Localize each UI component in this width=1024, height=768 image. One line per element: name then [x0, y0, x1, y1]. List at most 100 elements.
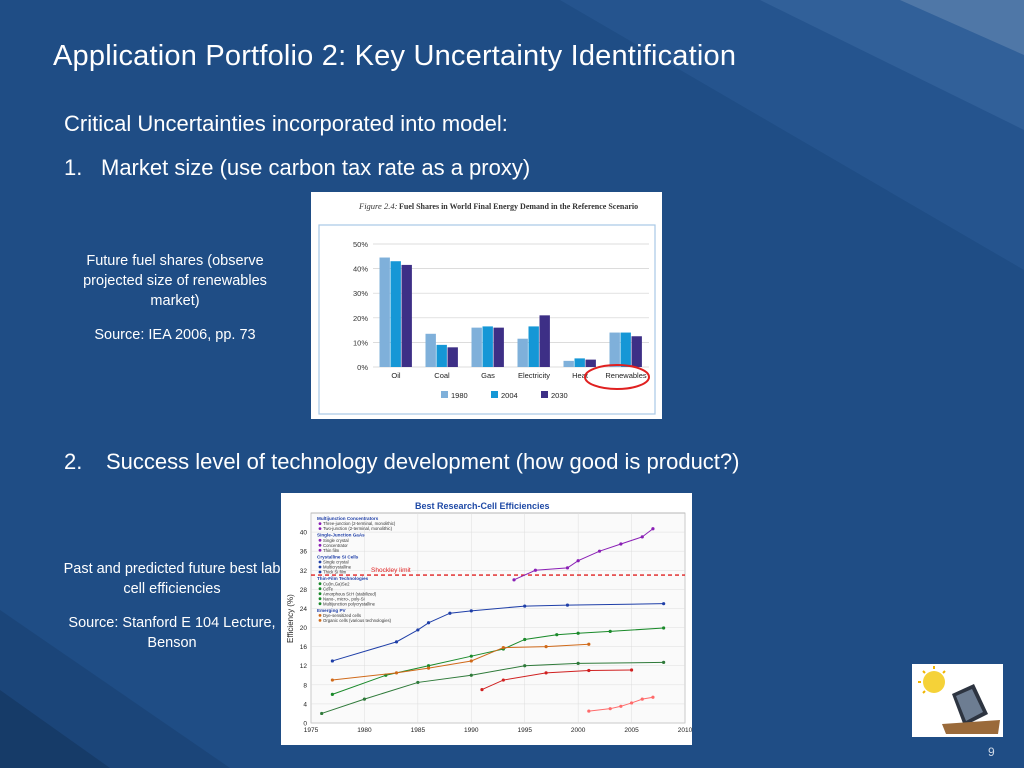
y-tick-label: 20% [353, 314, 368, 323]
x-tick-labels: 1975 1980 1985 1990 1995 2000 2005 2010 [304, 727, 693, 734]
category-label: Renewables [605, 371, 647, 380]
legend-entry: Organic cells (various technologies) [323, 618, 392, 623]
legend-group-title: Emerging PV [317, 608, 347, 613]
series-crystalline-si-single-crystal-point [662, 602, 666, 606]
legend-swatch-2030 [541, 391, 548, 398]
series-dye-sensitized-cells-point [587, 668, 591, 673]
series-three-junction-2-terminal-monolithic--point [619, 542, 623, 546]
series-organic-cells-various-technologies--point [640, 697, 644, 701]
y-tick-label: 40% [353, 265, 368, 274]
legend-group-title: Thin-Film Technologies [317, 576, 369, 581]
series-organic-cells-various-technologies--point [629, 701, 634, 705]
series-dye-sensitized-cells-point [544, 671, 548, 675]
bar-gas-2030 [493, 327, 504, 367]
series-cdte-point [426, 666, 431, 670]
plot-area [310, 512, 686, 724]
series-three-junction-2-terminal-monolithic--point [651, 527, 655, 531]
y-tick-label: 10% [353, 338, 368, 347]
series-crystalline-si-single-crystal-point [448, 611, 452, 615]
legend-entry: Single crystal [323, 538, 349, 543]
bar-gas-1980 [471, 327, 482, 367]
series-three-junction-2-terminal-monolithic--point [576, 559, 580, 563]
fuel-shares-figure: Figure 2.4: Fuel Shares in World Final E… [311, 192, 662, 419]
bar-oil-2004 [390, 261, 401, 367]
legend-group-title: Multijunction Concentrators [317, 516, 379, 521]
bar-renewables-2030 [631, 336, 642, 367]
category-labels: Oil Coal Gas Electricity Heat Renewables [391, 371, 646, 380]
y-tick-label: 0 [303, 721, 307, 728]
cell-efficiency-chart: Best Research-Cell Efficiencies Efficien… [286, 501, 693, 734]
series-crystalline-si-single-crystal-point [330, 659, 334, 663]
x-tick-label: 2005 [624, 727, 639, 734]
series-organic-cells-various-technologies--point [651, 695, 655, 699]
cell-chart-source: Source: Stanford E 104 Lecture, Benson [68, 615, 276, 651]
legend-marker [318, 527, 322, 530]
legend-group-title: Single-Junction GaAs [317, 533, 365, 538]
series-crystalline-si-single-crystal-point [426, 621, 431, 625]
series-crystalline-si-single-crystal-point [416, 628, 420, 632]
cell-efficiency-figure: Best Research-Cell Efficiencies Efficien… [281, 493, 693, 745]
legend-entry: Three-junction (2-terminal, monolithic) [323, 521, 396, 526]
series-dye-sensitized-cells-point [480, 687, 484, 692]
legend-marker [318, 619, 322, 622]
legend-group-title: Crystalline Si Cells [317, 554, 359, 559]
y-tick-label: 32 [300, 568, 308, 575]
y-tick-label: 20 [300, 625, 308, 632]
series-cdte-point [501, 645, 505, 650]
renewables-highlight-circle [584, 364, 650, 390]
category-label: Gas [481, 371, 495, 380]
series-three-junction-2-terminal-monolithic--point [512, 578, 516, 582]
series-three-junction-2-terminal-monolithic--line [513, 528, 654, 581]
series-dye-sensitized-cells-point [629, 668, 634, 672]
shockley-limit-label: Shockley limit [371, 567, 411, 574]
y-tick-label: 50% [353, 240, 368, 249]
x-tick-label: 1975 [304, 727, 319, 734]
bar-coal-1980 [425, 333, 436, 367]
legend-entry: Concentrator [323, 543, 348, 548]
series-amorphous-si-h-stabilized--point [416, 680, 420, 685]
legend-swatch-2004 [491, 391, 498, 398]
bar-renewables-2004 [620, 332, 631, 367]
series-three-junction-2-terminal-monolithic--point [597, 549, 602, 553]
y-tick-label: 8 [303, 682, 307, 689]
series-cdte-point [469, 659, 473, 663]
figure-label: Figure 2.4: [358, 201, 398, 211]
legend-marker [318, 543, 322, 547]
legend-marker [318, 602, 322, 606]
legend: Multijunction ConcentratorsThree-junctio… [317, 516, 396, 623]
series-three-junction-2-terminal-monolithic--point [533, 568, 537, 572]
gridlines [310, 513, 686, 724]
legend-marker [318, 570, 322, 574]
y-tick-label: 30% [353, 289, 368, 298]
legend: 1980 2004 2030 [441, 391, 568, 400]
series-cu-in-ga-se2-point [576, 631, 580, 635]
series-crystalline-si-single-crystal-point [565, 603, 570, 607]
list-text-2: Success level of technology development … [106, 449, 740, 474]
legend-entry: Thin film [323, 548, 340, 553]
series-organic-cells-various-technologies--point [608, 707, 612, 711]
legend-label-1980: 1980 [451, 391, 468, 400]
fuel-chart-source: Source: IEA 2006, pp. 73 [94, 327, 256, 343]
page-number: 9 [988, 745, 995, 759]
y-gridlines [373, 243, 649, 368]
legend-marker [318, 587, 322, 591]
legend-marker [318, 614, 322, 617]
fuel-chart-note: Future fuel shares (observe projected si… [62, 251, 288, 359]
legend-marker [318, 560, 322, 564]
series-cdte-point [330, 678, 334, 682]
series-cu-in-ga-se2-point [555, 633, 559, 637]
legend-entry: Thick Si film [323, 570, 347, 575]
legend-entry: Multijunction polycrystalline [323, 601, 376, 606]
category-label: Oil [391, 371, 401, 380]
legend-marker [318, 597, 322, 601]
legend-label-2004: 2004 [501, 391, 518, 400]
series-organic-cells-various-technologies--point [587, 709, 591, 713]
legend-label-2030: 2030 [551, 391, 568, 400]
series-amorphous-si-h-stabilized--point [662, 660, 666, 664]
cell-chart-caption: Past and predicted future best lab cell … [63, 561, 281, 597]
y-tick-label: 12 [300, 663, 308, 670]
series-cdte-point [544, 645, 548, 649]
bar-coal-2004 [436, 344, 447, 367]
y-tick-label: 40 [300, 530, 308, 537]
series-crystalline-si-single-crystal-point [523, 604, 527, 608]
